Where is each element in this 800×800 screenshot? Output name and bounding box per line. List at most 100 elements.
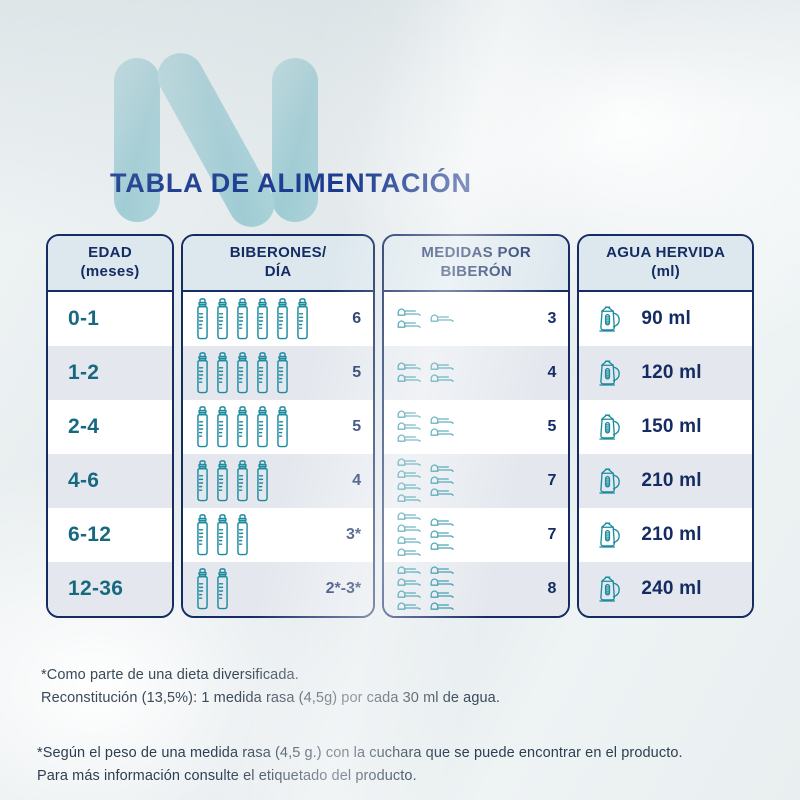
table-row: 5 [183, 400, 374, 454]
baby-bottle-icon [257, 460, 268, 502]
baby-bottle-icon [277, 406, 288, 448]
measuring-scoop-icon [430, 578, 454, 586]
measuring-scoop-icon [430, 464, 454, 472]
measuring-scoop-icon [430, 362, 454, 370]
age-value: 1-2 [68, 361, 100, 384]
table-row: 12-36 [48, 562, 173, 616]
electric-kettle-icon [599, 360, 621, 386]
scoop-stack [429, 565, 459, 613]
kettle-icon [595, 573, 625, 605]
column-header-edad: EDAD (meses) [48, 236, 173, 292]
measuring-scoop-icon [430, 566, 454, 574]
electric-kettle-icon [599, 576, 621, 602]
baby-bottle-icon [297, 298, 308, 340]
column-biberones: BIBERONES/ DÍA 6 5 5 4 3* 2*-3* [181, 234, 376, 618]
bottles-count: 6 [352, 310, 362, 327]
table-row: 5 [384, 400, 569, 454]
baby-bottle-icon [217, 406, 228, 448]
table-row: 0-1 [48, 292, 173, 346]
table-row: 150 ml [579, 400, 752, 454]
page-title: TABLA DE ALIMENTACIÓN [110, 168, 472, 198]
scoops-count: 4 [547, 364, 557, 381]
kettle-icon [595, 303, 625, 335]
table-row: 90 ml [579, 292, 752, 346]
measuring-scoop-icon [397, 566, 421, 574]
column-header-edad-line2: (meses) [80, 262, 140, 280]
measuring-scoop-icon [397, 410, 421, 418]
scoop-stack [429, 517, 459, 553]
age-value: 6-12 [68, 523, 112, 546]
table-row: 5 [183, 346, 374, 400]
measuring-scoop-icon [430, 428, 454, 436]
measuring-scoop-icon [430, 530, 454, 538]
scoop-icon-group [396, 409, 522, 445]
measuring-scoop-icon [430, 314, 454, 322]
table-row: 210 ml [579, 454, 752, 508]
scoops-count: 3 [547, 310, 557, 327]
column-header-medidas: MEDIDAS POR BIBERÓN [384, 236, 569, 292]
scoop-icon-group [396, 361, 522, 385]
measuring-scoop-icon [430, 488, 454, 496]
scoop-stack [429, 361, 459, 385]
baby-bottle-icon [277, 298, 288, 340]
age-value: 0-1 [68, 307, 100, 330]
column-agua: AGUA HERVIDA (ml) 90 ml 120 ml 150 ml 21… [577, 234, 754, 618]
baby-bottle-icon [237, 298, 248, 340]
scoop-stack [396, 457, 426, 505]
age-value: 12-36 [68, 577, 124, 600]
baby-bottle-icon [217, 460, 228, 502]
measuring-scoop-icon [397, 524, 421, 532]
table-row: 4 [384, 346, 569, 400]
table-row: 3* [183, 508, 374, 562]
electric-kettle-icon [599, 414, 621, 440]
table-row: 2-4 [48, 400, 173, 454]
bottle-icon-group [193, 352, 327, 394]
scoop-stack [429, 415, 459, 439]
bottle-icon-group [193, 514, 327, 556]
table-row: 210 ml [579, 508, 752, 562]
measuring-scoop-icon [397, 590, 421, 598]
measuring-scoop-icon [430, 602, 454, 610]
measuring-scoop-icon [430, 518, 454, 526]
scoop-stack [396, 361, 426, 385]
scoop-stack [429, 313, 459, 325]
scoop-stack [429, 463, 459, 499]
scoops-count: 5 [547, 418, 557, 435]
column-header-agua: AGUA HERVIDA (ml) [579, 236, 752, 292]
bottles-count: 5 [352, 418, 362, 435]
measuring-scoop-icon [397, 482, 421, 490]
bottles-count: 5 [352, 364, 362, 381]
measuring-scoop-icon [397, 602, 421, 610]
kettle-icon [595, 357, 625, 389]
column-header-agua-line2: (ml) [651, 262, 681, 280]
water-amount: 150 ml [641, 416, 702, 437]
baby-bottle-icon [237, 406, 248, 448]
bottles-count: 4 [352, 472, 362, 489]
measuring-scoop-icon [430, 542, 454, 550]
column-header-biberones-line1: BIBERONES/ [229, 244, 327, 262]
bottle-icon-group [193, 298, 327, 340]
footnote-bottom: *Según el peso de una medida rasa (4,5 g… [37, 745, 683, 784]
column-header-biberones: BIBERONES/ DÍA [183, 236, 374, 292]
measuring-scoop-icon [397, 458, 421, 466]
baby-bottle-icon [277, 352, 288, 394]
baby-bottle-icon [197, 568, 208, 610]
table-row: 2*-3* [183, 562, 374, 616]
baby-bottle-icon [257, 352, 268, 394]
baby-bottle-icon [237, 352, 248, 394]
baby-bottle-icon [257, 298, 268, 340]
water-amount: 90 ml [641, 308, 691, 329]
baby-bottle-icon [217, 298, 228, 340]
column-header-medidas-line1: MEDIDAS POR [421, 244, 532, 262]
scoop-stack [396, 307, 426, 331]
column-medidas: MEDIDAS POR BIBERÓN 3 4 5 7 7 8 [382, 234, 571, 618]
kettle-icon [595, 465, 625, 497]
footnote-top: *Como parte de una dieta diversificada. … [41, 667, 500, 706]
measuring-scoop-icon [397, 494, 421, 502]
table-row: 7 [384, 454, 569, 508]
table-row: 7 [384, 508, 569, 562]
measuring-scoop-icon [397, 308, 421, 316]
bottle-icon-group [193, 568, 303, 610]
table-row: 3 [384, 292, 569, 346]
measuring-scoop-icon [397, 434, 421, 442]
